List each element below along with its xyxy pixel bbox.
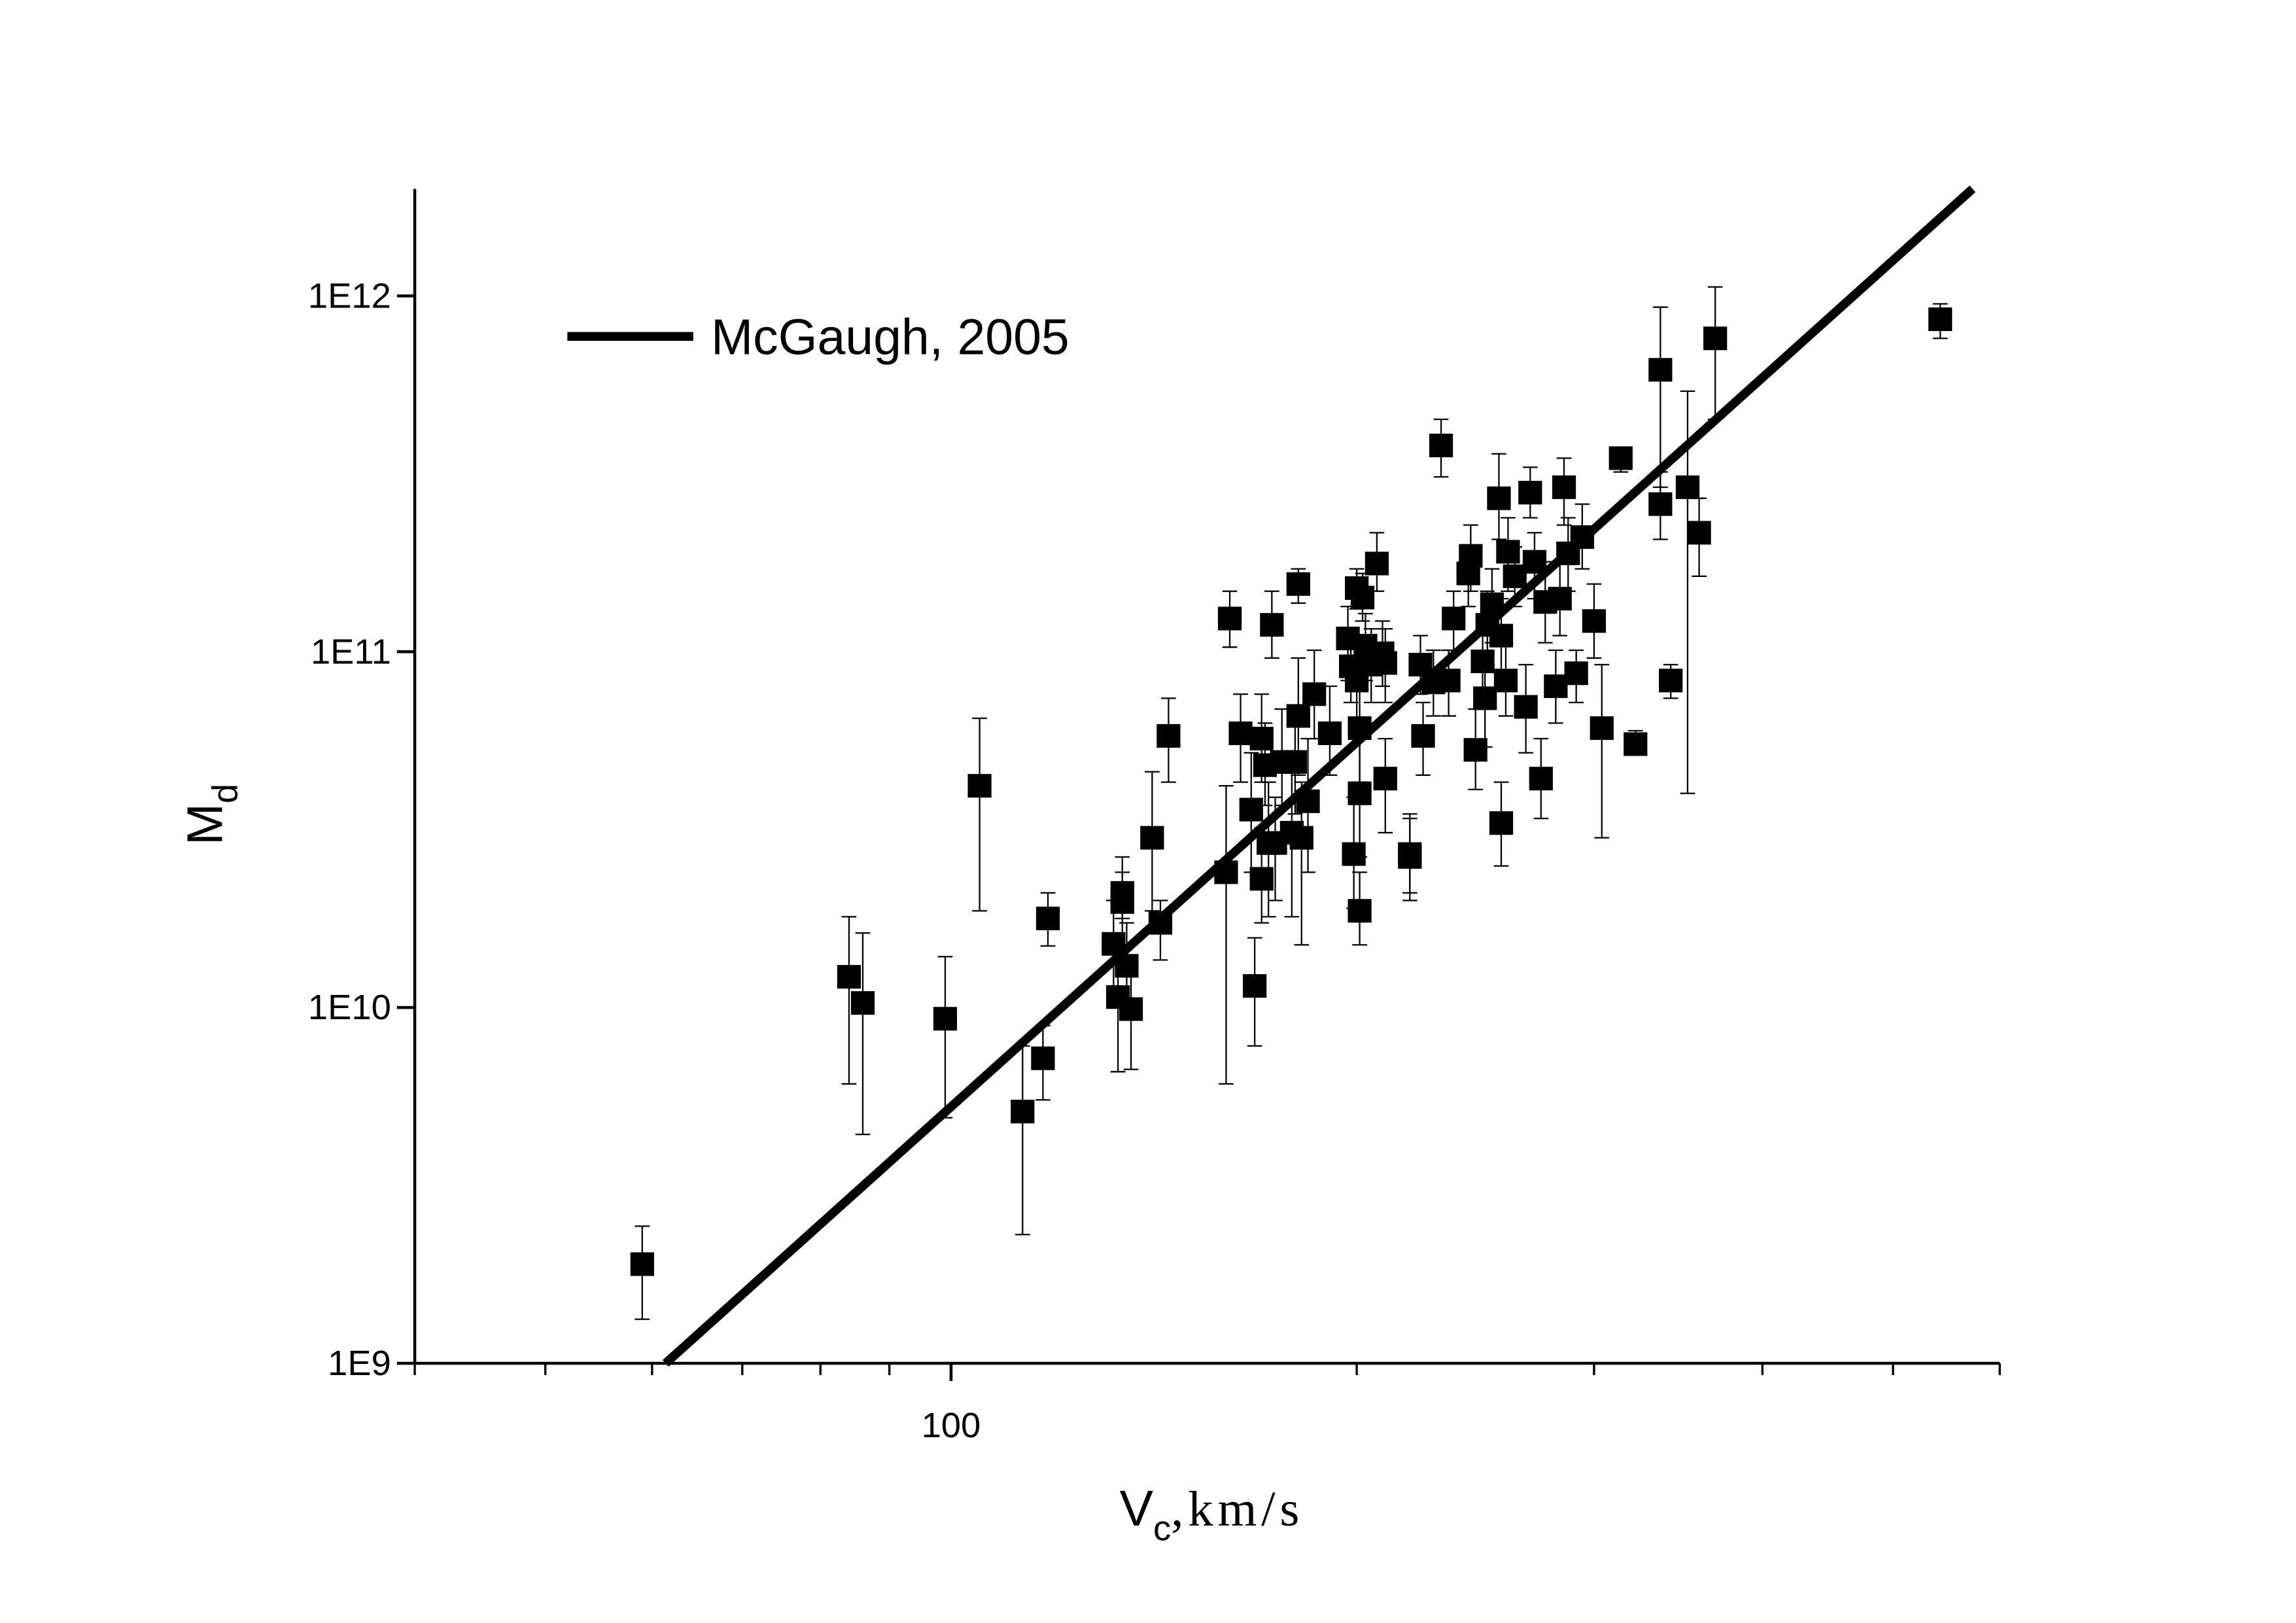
marker [1675,475,1700,499]
marker [1302,682,1327,707]
error-bar [841,916,857,1085]
marker [1442,606,1466,631]
marker [630,1252,654,1276]
marker [1011,1100,1035,1124]
marker [1242,974,1267,998]
marker [1119,997,1143,1021]
fit-line [662,185,1976,1367]
marker [1373,651,1397,675]
legend-label: McGaugh, 2005 [711,309,1070,365]
y-tick-label: 1E10 [308,988,391,1027]
error-bar [1594,663,1610,839]
marker [1487,486,1511,510]
marker [1514,695,1538,719]
marker [1350,585,1375,610]
y-label-main: M [177,803,234,845]
error-bar [855,932,871,1136]
marker [1703,326,1728,351]
y-axis-label: Md [177,784,245,845]
marker [1564,661,1588,686]
marker [1217,606,1242,631]
marker [1249,867,1274,891]
marker [1687,521,1711,545]
marker [1529,767,1553,791]
error-bar [1680,390,1696,794]
marker [1928,307,1953,332]
marker [1348,899,1372,923]
marker [1342,842,1366,866]
x-label-sub: c [1153,1509,1171,1548]
marker [1496,540,1520,564]
marker [1493,669,1518,693]
marker [1286,704,1310,728]
marker [1489,811,1514,835]
marker [1228,721,1253,745]
marker [1609,446,1633,470]
marker [1398,842,1422,866]
marker [1582,609,1607,633]
y-label-sub: d [205,784,245,803]
marker [1503,564,1527,588]
x-axis-label: Vc,km/s [1120,1480,1304,1548]
marker [1518,481,1542,505]
marker [1157,724,1181,748]
marker [1140,826,1164,850]
marker [1648,358,1673,382]
marker [1473,686,1497,710]
x-label-rest: ,km/s [1171,1481,1304,1537]
error-bar [972,717,987,912]
marker [850,991,875,1015]
y-tick-label: 1E9 [328,1344,391,1383]
marker [1489,623,1514,648]
marker [1365,551,1389,576]
marker [1283,750,1307,774]
marker [1110,890,1134,914]
marker [1317,721,1342,745]
marker [1429,433,1453,458]
marker [1624,732,1648,756]
marker [1373,767,1397,791]
marker [1260,613,1284,637]
marker [1031,1046,1055,1070]
marker [967,774,992,798]
marker [1463,738,1487,762]
x-tick-label: 100 [922,1406,981,1445]
marker [1470,649,1495,673]
marker [1249,727,1274,751]
error-bar [1219,785,1234,1085]
marker [1590,716,1614,741]
marker [1035,906,1060,931]
marker [1552,475,1576,499]
marker [1648,492,1673,516]
marker [1289,826,1313,850]
marker [1548,587,1572,611]
marker [1459,544,1483,568]
marker [1659,669,1683,693]
x-label-main: V [1120,1480,1153,1537]
marker [1286,572,1310,596]
marker [933,1007,958,1031]
marker [1544,674,1568,699]
marker [1348,781,1372,805]
marker [1411,724,1435,748]
y-tick-label: 1E12 [308,277,391,316]
marker [1239,797,1263,822]
marker [837,965,861,989]
y-tick-label: 1E11 [311,632,391,671]
